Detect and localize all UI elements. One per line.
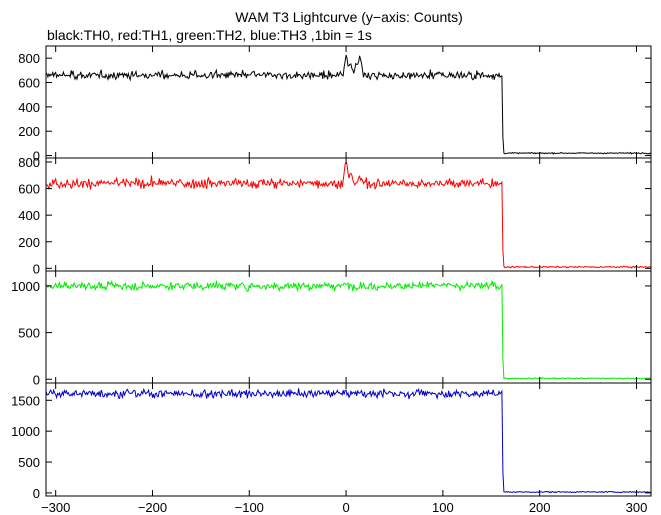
y-tick-label: 500 <box>18 326 40 341</box>
panel-frame <box>45 45 652 159</box>
y-tick-label: 0 <box>33 149 40 164</box>
panel-th1: 0 200 400 600 800 <box>18 155 652 276</box>
y-tick-label: 200 <box>18 124 40 139</box>
panel-th0: 0 200 400 600 800 <box>18 45 652 164</box>
y-tick-label: 200 <box>18 235 40 250</box>
y-tick-label: 400 <box>18 100 40 115</box>
y-tick-label: 500 <box>18 455 40 470</box>
panels-group: 0200400600800020040060080005001000050010… <box>11 45 652 501</box>
chart-title: WAM T3 Lightcurve (y−axis: Counts) <box>235 9 463 25</box>
x-tick-label: −100 <box>235 500 264 515</box>
series-line-th3 <box>45 387 652 494</box>
y-tick-label: 800 <box>18 51 40 66</box>
x-tick-label: −300 <box>41 500 70 515</box>
y-tick-label: 600 <box>18 76 40 91</box>
x-tick-label: −200 <box>138 500 167 515</box>
x-tick-label: 100 <box>432 500 454 515</box>
y-tick-label: 0 <box>33 372 40 387</box>
panel-th2: 0 500 1000 <box>11 270 652 387</box>
y-tick-label: 800 <box>18 155 40 170</box>
chart-subtitle: black:TH0, red:TH1, green:TH2, blue:TH3 … <box>47 27 372 43</box>
y-tick-label: 1000 <box>11 424 40 439</box>
x-tick-label: 300 <box>626 500 648 515</box>
y-tick-label: 600 <box>18 182 40 197</box>
panel-frame <box>45 382 652 497</box>
series-line-th2 <box>45 279 652 380</box>
panel-th3: 0 500 1000 1500 <box>11 382 652 501</box>
y-tick-label: 0 <box>33 261 40 276</box>
x-tick-label: 200 <box>529 500 551 515</box>
x-axis: −300 −200 −100 0 100 200 300 <box>41 500 647 515</box>
x-tick-label: 0 <box>342 500 349 515</box>
y-tick-label: 0 <box>33 486 40 501</box>
y-tick-label: 400 <box>18 208 40 223</box>
y-tick-label: 1500 <box>11 393 40 408</box>
series-line-th0 <box>45 54 652 155</box>
y-tick-label: 1000 <box>11 279 40 294</box>
series-line-th1 <box>46 160 652 269</box>
